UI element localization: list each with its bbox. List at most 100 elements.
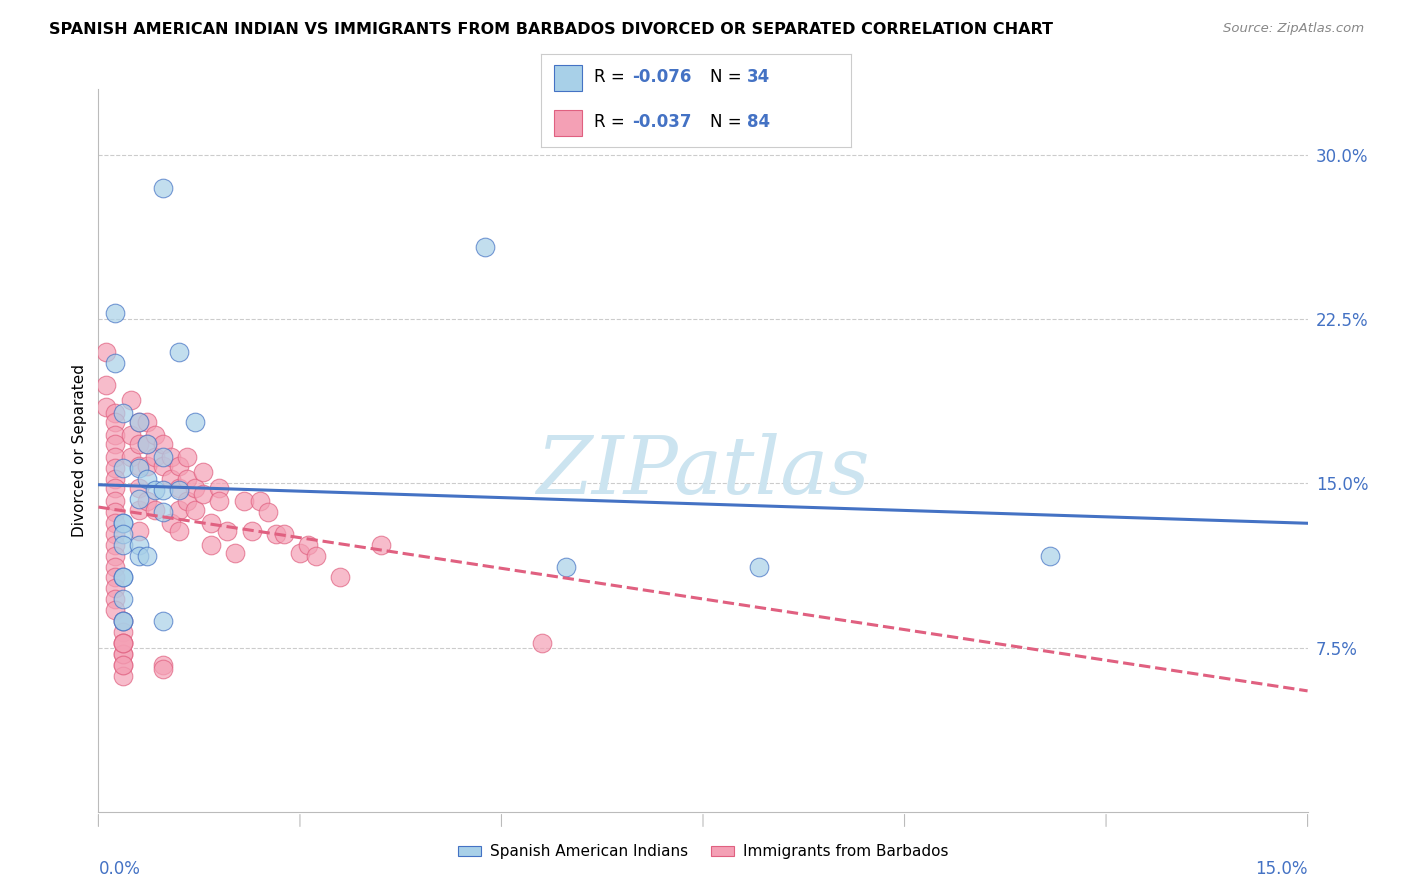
Point [184, 502, 207, 516]
Point [103, 516, 125, 530]
Point [152, 437, 174, 451]
Point [103, 549, 125, 563]
Point [128, 461, 150, 475]
Point [329, 570, 352, 584]
Point [111, 658, 134, 673]
Point [167, 481, 190, 495]
Point [111, 538, 134, 552]
Text: N =: N = [710, 69, 747, 87]
Point [208, 481, 231, 495]
Point [184, 481, 207, 495]
Point [249, 493, 271, 508]
Point [200, 516, 222, 530]
Point [111, 647, 134, 661]
Point [152, 505, 174, 519]
Point [111, 636, 134, 650]
Point [111, 526, 134, 541]
Point [176, 450, 198, 464]
Point [111, 669, 134, 683]
Text: 84: 84 [747, 113, 770, 131]
Point [167, 524, 190, 539]
Point [167, 345, 190, 359]
Point [152, 180, 174, 194]
Point [135, 437, 157, 451]
Point [103, 481, 125, 495]
Point [152, 450, 174, 464]
Point [135, 549, 157, 563]
Point [103, 603, 125, 617]
Point [111, 516, 134, 530]
Text: SPANISH AMERICAN INDIAN VS IMMIGRANTS FROM BARBADOS DIVORCED OR SEPARATED CORREL: SPANISH AMERICAN INDIAN VS IMMIGRANTS FR… [49, 22, 1053, 37]
FancyBboxPatch shape [554, 110, 582, 136]
Point [96, 377, 118, 392]
Text: R =: R = [593, 113, 630, 131]
Point [160, 472, 183, 486]
Point [111, 406, 134, 420]
Point [240, 524, 263, 539]
Point [135, 472, 157, 486]
Point [103, 538, 125, 552]
Point [135, 493, 157, 508]
Point [111, 614, 134, 628]
Point [103, 450, 125, 464]
Point [103, 461, 125, 475]
Point [128, 538, 150, 552]
Point [103, 305, 125, 319]
Point [103, 505, 125, 519]
Point [96, 345, 118, 359]
Y-axis label: Divorced or Separated: Divorced or Separated [72, 364, 87, 537]
Text: ZIPatlas: ZIPatlas [536, 434, 870, 511]
Point [256, 505, 278, 519]
Point [555, 559, 578, 574]
Text: N =: N = [710, 113, 747, 131]
Point [128, 437, 150, 451]
Point [135, 437, 157, 451]
Point [297, 538, 319, 552]
Text: 15.0%: 15.0% [1256, 860, 1308, 878]
Text: 0.0%: 0.0% [98, 860, 141, 878]
Point [111, 516, 134, 530]
Point [103, 493, 125, 508]
Point [152, 658, 174, 673]
Text: 34: 34 [747, 69, 770, 87]
Point [176, 493, 198, 508]
Point [128, 458, 150, 473]
Point [111, 636, 134, 650]
Point [143, 483, 166, 497]
Point [128, 502, 150, 516]
Text: Source: ZipAtlas.com: Source: ZipAtlas.com [1223, 22, 1364, 36]
Point [370, 538, 392, 552]
Point [103, 559, 125, 574]
Point [152, 483, 174, 497]
Point [152, 662, 174, 676]
Point [152, 614, 174, 628]
Point [103, 526, 125, 541]
Point [96, 400, 118, 414]
Point [305, 549, 328, 563]
Point [167, 483, 190, 497]
Point [103, 428, 125, 442]
Point [264, 526, 287, 541]
Point [200, 538, 222, 552]
Point [143, 450, 166, 464]
Point [128, 524, 150, 539]
Point [193, 487, 215, 501]
Point [152, 458, 174, 473]
Point [103, 415, 125, 429]
Point [103, 437, 125, 451]
Point [128, 481, 150, 495]
Point [184, 415, 207, 429]
Point [167, 458, 190, 473]
Point [111, 570, 134, 584]
Point [103, 582, 125, 596]
Point [273, 526, 295, 541]
Point [748, 559, 770, 574]
Point [224, 546, 246, 560]
Point [208, 493, 231, 508]
Point [135, 458, 157, 473]
Text: -0.037: -0.037 [633, 113, 692, 131]
Point [111, 636, 134, 650]
Point [111, 461, 134, 475]
Text: R =: R = [593, 69, 630, 87]
Point [103, 356, 125, 370]
